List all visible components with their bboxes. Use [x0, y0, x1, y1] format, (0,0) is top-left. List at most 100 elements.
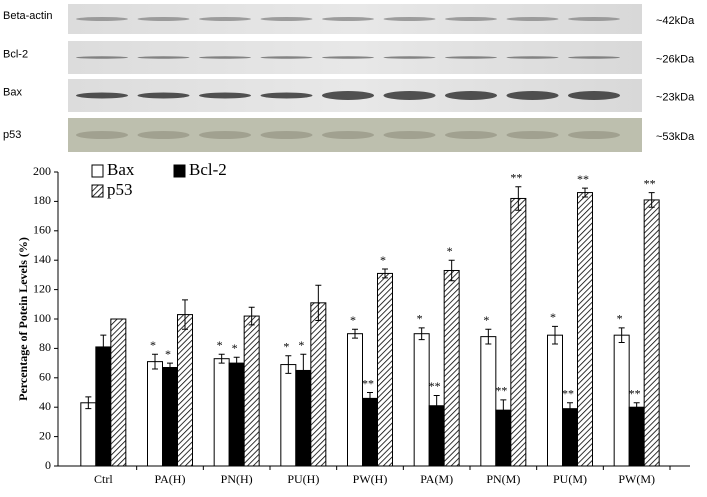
blot-band	[137, 17, 190, 21]
error-bar	[418, 327, 425, 341]
chart: 0 20 40 60 80 100 120 140 160 180 200 Percentage of…	[16, 160, 690, 486]
blot-label: Bax	[3, 86, 22, 98]
error-bar	[85, 396, 92, 410]
error-bar	[382, 268, 388, 279]
blot-band	[445, 131, 497, 139]
x-tick-label: PU(H)	[287, 472, 319, 486]
y-tick-label: 180	[33, 193, 51, 207]
error-bar	[100, 334, 107, 360]
blot-band	[199, 17, 251, 21]
y-tick-label: 20	[39, 428, 51, 442]
bar	[243, 315, 260, 467]
blot-label: Bcl-2	[3, 48, 28, 60]
blot-band	[383, 56, 436, 59]
blot-band	[260, 56, 313, 59]
legend-label: Bax	[107, 160, 135, 179]
bar	[613, 334, 630, 467]
error-bar	[485, 328, 492, 345]
error-bar	[582, 187, 588, 198]
legend-swatch	[173, 164, 186, 178]
significance-label: *	[298, 338, 304, 352]
blot-band	[137, 56, 190, 59]
blot-label: Beta-actin	[3, 10, 53, 22]
significance-label: *	[350, 313, 356, 327]
blot-band	[260, 131, 313, 139]
blot-size: ~23kDa	[656, 91, 695, 103]
blot-band	[322, 17, 374, 21]
error-bar	[433, 394, 440, 417]
blot-band	[137, 92, 190, 99]
significance-label: *	[150, 338, 156, 352]
significance-label: *	[283, 340, 289, 354]
error-bar	[285, 355, 292, 374]
blot-band	[76, 131, 128, 139]
blot-band	[76, 56, 128, 59]
blot-band	[260, 92, 313, 99]
blot-band	[568, 56, 620, 59]
y-tick-label: 40	[39, 399, 51, 413]
error-bar	[500, 399, 507, 421]
bar	[228, 362, 245, 467]
y-axis-label: Percentage of Potein Levels (%)	[16, 237, 30, 401]
blot-band	[137, 131, 190, 139]
blot-band	[506, 56, 559, 59]
x-tick-label: PW(M)	[618, 472, 655, 486]
x-tick-label: PN(H)	[221, 472, 253, 486]
blot-band	[383, 91, 436, 100]
significance-label: **	[629, 387, 641, 401]
bar	[110, 318, 127, 467]
bar	[377, 272, 393, 467]
blot-panel: Beta-actin ~42kDa Bcl-2 ~26kDa Bax ~23kDa p53 ~…	[3, 4, 695, 152]
blot-band	[568, 91, 620, 100]
error-bar	[315, 284, 322, 321]
bar	[577, 192, 593, 467]
error-bar	[448, 259, 455, 282]
significance-label: *	[380, 253, 386, 267]
bar	[147, 361, 163, 467]
blot-size: ~53kDa	[656, 131, 695, 143]
error-bar	[648, 192, 655, 208]
blot-band	[322, 91, 374, 100]
bar	[413, 333, 430, 467]
error-bar	[152, 353, 158, 370]
significance-label: **	[510, 170, 522, 184]
bar	[95, 346, 112, 467]
significance-label: **	[577, 172, 589, 186]
error-bar	[567, 402, 573, 416]
legend-label: p53	[107, 180, 133, 199]
bar	[547, 334, 563, 467]
blot-size: ~42kDa	[656, 15, 695, 27]
y-tick-label: 80	[39, 340, 51, 354]
blot-size: ~26kDa	[656, 53, 695, 65]
error-bar	[248, 306, 255, 326]
error-bar	[633, 402, 640, 413]
significance-label: *	[617, 312, 623, 326]
bar	[643, 199, 660, 467]
significance-label: **	[362, 376, 374, 390]
x-tick-label: PN(M)	[486, 472, 520, 486]
blot-band	[322, 56, 374, 59]
error-bar	[218, 353, 225, 364]
legend-swatch	[91, 184, 104, 198]
error-bar	[515, 186, 522, 211]
significance-label: *	[483, 313, 489, 327]
error-bar	[367, 392, 373, 405]
bar	[362, 397, 378, 467]
y-tick-label: 0	[45, 458, 51, 472]
bar	[213, 358, 230, 467]
blot-band	[199, 92, 251, 99]
x-tick-label: PW(H)	[353, 472, 388, 486]
x-tick-label: PU(M)	[553, 472, 587, 486]
significance-label: *	[447, 244, 453, 258]
x-tick-label: PA(M)	[420, 472, 453, 486]
blot-band	[383, 17, 436, 21]
blot-band	[568, 131, 620, 139]
bar	[347, 333, 363, 467]
legend-swatch	[91, 164, 104, 178]
bar	[80, 402, 97, 467]
legend-label: Bcl-2	[189, 160, 227, 179]
error-bar	[300, 353, 307, 388]
significance-label: **	[429, 379, 441, 393]
blot-band	[506, 91, 559, 100]
